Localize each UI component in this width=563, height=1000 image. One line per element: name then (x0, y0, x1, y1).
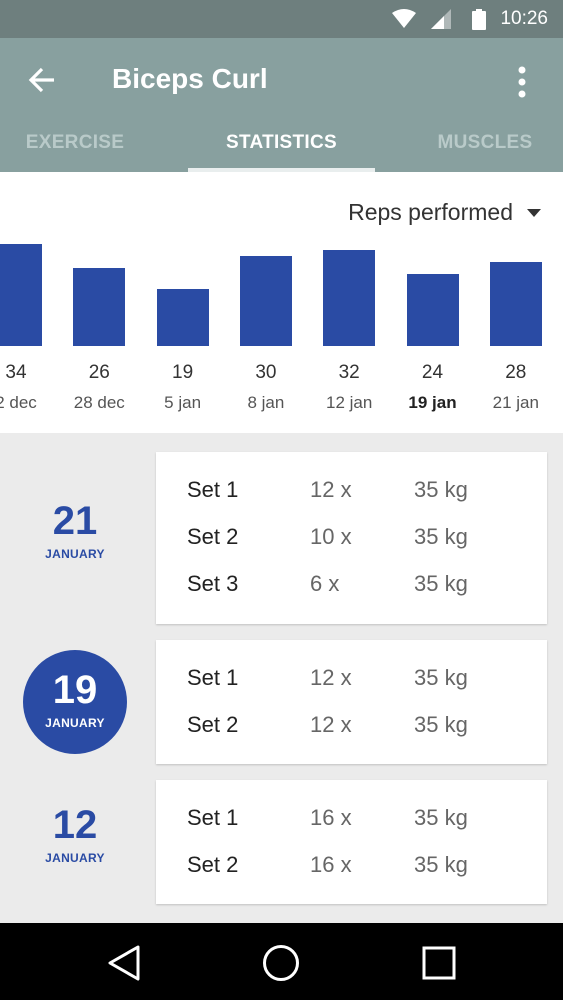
workout-card[interactable]: Set 1 16 x 35 kg Set 2 16 x 35 kg (156, 780, 547, 904)
set-row: Set 2 16 x 35 kg (156, 852, 547, 882)
chart-bar[interactable] (156, 289, 209, 346)
set-label: Set 1 (187, 805, 239, 830)
set-reps: 12 x (310, 665, 352, 690)
date-badge[interactable]: 12 JANUARY (23, 785, 127, 889)
more-options-button[interactable] (500, 58, 544, 106)
set-reps: 16 x (310, 852, 352, 877)
set-row: Set 2 12 x 35 kg (156, 712, 547, 742)
battery-icon (472, 9, 486, 30)
chart-bar[interactable] (239, 256, 292, 346)
date-day: 21 (52, 499, 98, 543)
back-triangle-icon (108, 945, 140, 981)
chart-bar[interactable] (73, 268, 126, 346)
chart-bar[interactable] (489, 262, 542, 346)
metric-dropdown[interactable]: Reps performed (348, 199, 541, 226)
workout-card[interactable]: Set 1 12 x 35 kg Set 2 10 x 35 kg Set 3 … (156, 452, 547, 624)
set-weight: 35 kg (414, 477, 468, 502)
set-reps: 10 x (310, 524, 352, 549)
set-label: Set 2 (187, 712, 239, 737)
tab-indicator (188, 168, 375, 172)
page-title: Biceps Curl (112, 63, 268, 94)
date-day: 12 (52, 803, 98, 847)
set-label: Set 1 (187, 477, 239, 502)
set-weight: 35 kg (414, 571, 468, 596)
workout-card[interactable]: Set 1 12 x 35 kg Set 2 12 x 35 kg (156, 640, 547, 764)
tab-statistics[interactable]: STATISTICS (225, 132, 338, 153)
set-weight: 35 kg (414, 524, 468, 549)
date-month: JANUARY (45, 851, 105, 865)
bar-value-label: 19 (172, 362, 194, 383)
set-row: Set 3 6 x 35 kg (156, 571, 547, 601)
metric-label: Reps performed (348, 199, 513, 225)
reps-chart[interactable]: Reps performed 34 2 dec 26 28 dec 19 5 jan 30 8… (0, 172, 563, 433)
cell-signal-icon (431, 9, 451, 29)
chart-bar[interactable] (323, 250, 376, 346)
bar-date-label: 8 jan (247, 393, 285, 412)
tab-muscles[interactable]: MUSCLES (437, 132, 533, 153)
set-weight: 35 kg (414, 805, 468, 830)
home-circle-icon (263, 945, 299, 981)
bar-value-label: 32 (338, 362, 360, 383)
set-label: Set 2 (187, 852, 239, 877)
bar-date-label: 21 jan (492, 393, 539, 412)
date-month: JANUARY (45, 716, 105, 730)
nav-back-button[interactable] (100, 939, 148, 987)
arrow-left-icon (28, 67, 54, 93)
bar-value-label: 34 (5, 362, 27, 383)
bar-value-label: 30 (255, 362, 277, 383)
set-reps: 16 x (310, 805, 352, 830)
set-row: Set 1 16 x 35 kg (156, 805, 547, 835)
nav-recents-button[interactable] (415, 939, 463, 987)
status-bar: 10:26 (0, 0, 563, 38)
bar-date-label: 19 jan (408, 393, 457, 412)
set-label: Set 2 (187, 524, 239, 549)
set-row: Set 1 12 x 35 kg (156, 665, 547, 695)
set-row: Set 2 10 x 35 kg (156, 524, 547, 554)
bar-value-label: 24 (421, 362, 444, 383)
tab-exercise[interactable]: EXERCISE (25, 132, 125, 153)
set-weight: 35 kg (414, 665, 468, 690)
bar-value-label: 28 (505, 362, 527, 383)
set-weight: 35 kg (414, 712, 468, 737)
set-reps: 6 x (310, 571, 340, 596)
set-label: Set 3 (187, 571, 239, 596)
workout-history-list: 21 JANUARY Set 1 12 x 35 kg Set 2 10 x 3… (0, 433, 563, 923)
status-time: 10:26 (500, 8, 548, 29)
back-button[interactable] (20, 58, 64, 102)
bar-date-label: 28 dec (73, 393, 125, 412)
date-badge-selected[interactable]: 19 JANUARY (23, 650, 127, 754)
bar-value-label: 26 (88, 362, 110, 383)
chart-bar[interactable] (0, 244, 42, 346)
wifi-icon (392, 9, 416, 28)
recents-square-icon (422, 946, 456, 980)
chart-bar[interactable] (406, 274, 459, 346)
set-weight: 35 kg (414, 852, 468, 877)
set-row: Set 1 12 x 35 kg (156, 477, 547, 507)
system-nav-bar (0, 923, 563, 1000)
date-badge[interactable]: 21 JANUARY (23, 481, 127, 585)
set-reps: 12 x (310, 477, 352, 502)
nav-home-button[interactable] (257, 939, 305, 987)
more-vert-icon (518, 66, 526, 98)
bar-date-label: 2 dec (0, 393, 37, 412)
set-label: Set 1 (187, 665, 239, 690)
date-month: JANUARY (45, 547, 105, 561)
bar-date-label: 5 jan (164, 393, 202, 412)
set-reps: 12 x (310, 712, 352, 737)
dropdown-arrow-icon (527, 208, 541, 217)
date-day: 19 (52, 668, 98, 712)
app-bar: Biceps Curl EXERCISE STATISTICS MUSCLES (0, 38, 563, 172)
bar-date-label: 12 jan (326, 393, 373, 412)
